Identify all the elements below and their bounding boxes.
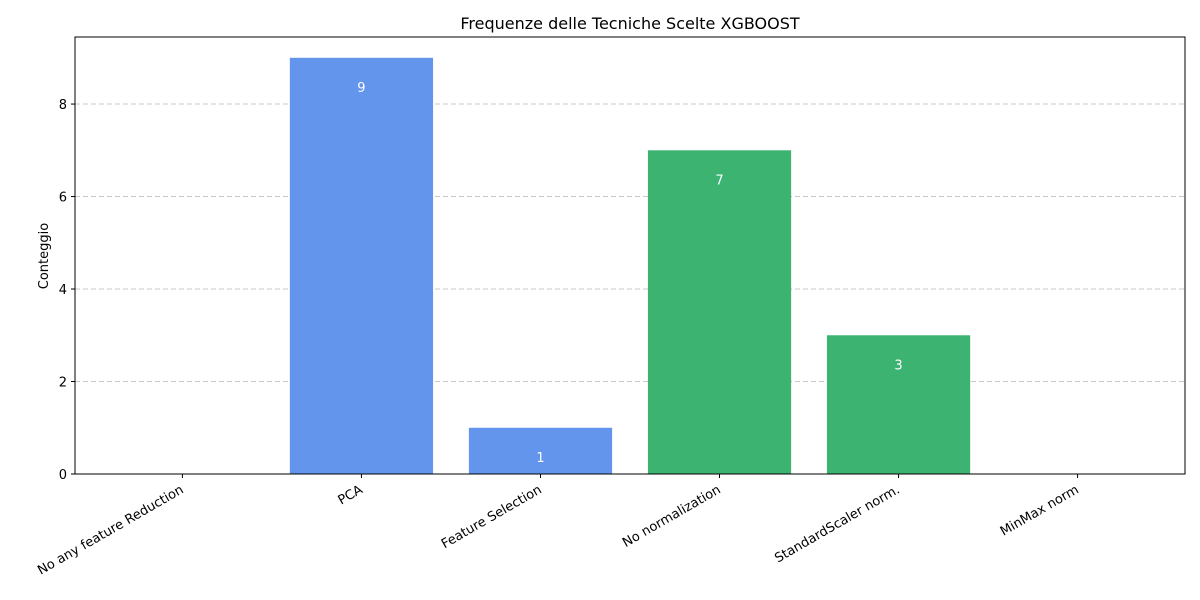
y-tick-label: 6 [59, 191, 67, 206]
x-tick-label: MinMax norm [998, 482, 1082, 539]
gridlines [75, 103, 1185, 383]
bar-data-label: 3 [894, 358, 902, 373]
x-tick-label: Feature Selection [439, 482, 545, 552]
y-tick-label: 0 [59, 468, 67, 483]
bar-data-label: 9 [357, 81, 365, 96]
data-labels: 9 1 7 3 [357, 81, 902, 466]
y-axis-label: Conteggio [37, 223, 52, 289]
x-tick-label: StandardScaler norm. [772, 482, 902, 566]
plot-frame [74, 36, 1186, 475]
chart-title: Frequenze delle Tecniche Scelte XGBOOST [460, 14, 800, 33]
y-axis-ticks: 0 2 4 6 8 [59, 98, 75, 483]
y-tick-label: 4 [59, 283, 67, 298]
x-tick-label: No normalization [620, 482, 723, 550]
y-tick-label: 2 [59, 376, 67, 391]
x-axis-ticks: No any feature Reduction PCA Feature Selec… [35, 474, 1082, 578]
bar-data-label: 7 [715, 173, 723, 188]
bars [289, 57, 971, 475]
x-tick-label: No any feature Reduction [35, 482, 186, 578]
y-tick-label: 8 [59, 98, 67, 113]
bar-data-label: 1 [536, 451, 544, 466]
bar [289, 57, 434, 475]
bar [468, 427, 613, 474]
bar [826, 335, 971, 474]
bar [647, 150, 792, 474]
x-tick-label: PCA [336, 482, 366, 508]
